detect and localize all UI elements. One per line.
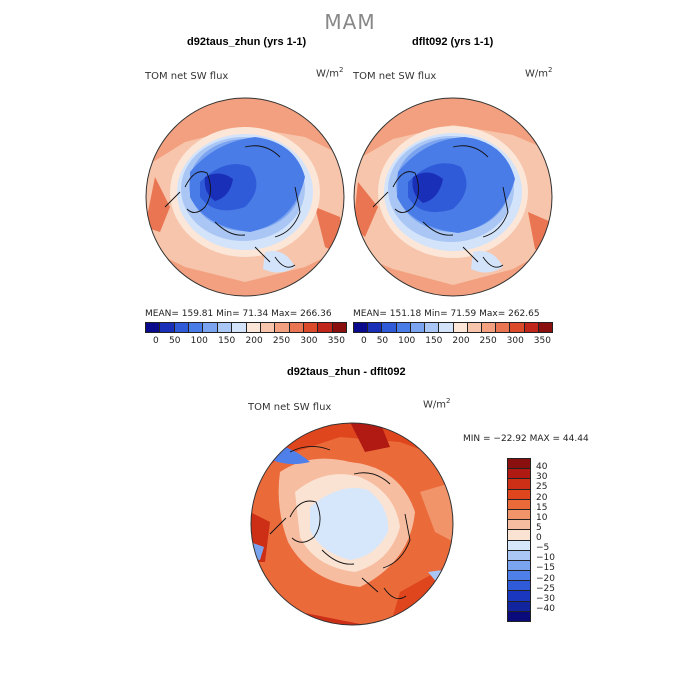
colorbar-swatch <box>410 323 426 332</box>
colorbar-swatch <box>232 323 247 332</box>
colorbar-tick-label: −30 <box>536 593 555 604</box>
colorbar-swatch <box>275 323 290 332</box>
colorbar-swatch <box>508 611 530 621</box>
colorbar-swatch <box>481 323 497 332</box>
colorbar-swatch <box>508 550 530 561</box>
colorbar-tick-label: 15 <box>536 502 548 513</box>
colorbar-swatch <box>332 323 347 332</box>
colorbar-swatch <box>508 489 530 500</box>
colorbar-swatch <box>510 323 525 332</box>
colorbar-tick-label: 20 <box>536 492 548 503</box>
panel1-colorbar-ticks: 0 50 100 150 200 250 300 350 <box>153 336 345 346</box>
colorbar-tick-label: 0 <box>536 533 542 543</box>
colorbar-tick-label: 150 <box>425 336 443 346</box>
colorbar-tick-label: −20 <box>536 573 555 584</box>
panel1-units: W/m2 <box>316 66 344 80</box>
panel1-polar-map <box>145 97 345 297</box>
panel2-title: dflt092 (yrs 1-1) <box>412 36 494 48</box>
colorbar-swatch <box>318 323 333 332</box>
colorbar-swatch <box>508 601 530 612</box>
colorbar-swatch <box>289 323 304 332</box>
panel2-stats: MEAN= 151.18 Min= 71.59 Max= 262.65 <box>353 309 540 319</box>
colorbar-tick-label: 100 <box>190 336 208 346</box>
colorbar-tick-label: 350 <box>533 336 551 346</box>
colorbar-swatch <box>368 323 383 332</box>
colorbar-tick-label: 300 <box>300 336 318 346</box>
colorbar-swatch <box>508 469 530 480</box>
colorbar-swatch <box>453 323 468 332</box>
colorbar-swatch <box>203 323 218 332</box>
colorbar-swatch <box>260 323 276 332</box>
colorbar-swatch <box>146 323 161 332</box>
diff-polar-map <box>250 422 454 626</box>
colorbar-tick-label: −25 <box>536 583 555 594</box>
diff-title: d92taus_zhun - dflt092 <box>287 366 406 378</box>
colorbar-tick-label: 0 <box>361 336 367 346</box>
colorbar-swatch <box>508 560 530 572</box>
colorbar-swatch <box>160 323 175 332</box>
colorbar-swatch <box>508 530 530 541</box>
diff-colorbar <box>507 458 531 622</box>
colorbar-swatch <box>303 323 319 332</box>
panel2-units: W/m2 <box>525 66 553 80</box>
colorbar-tick-label: 300 <box>506 336 524 346</box>
colorbar-swatch <box>467 323 482 332</box>
colorbar-swatch <box>508 581 530 592</box>
panel2-variable-label: TOM net SW flux <box>353 71 437 82</box>
diff-variable-label: TOM net SW flux <box>248 402 332 413</box>
colorbar-tick-label: 40 <box>536 462 548 473</box>
colorbar-tick-label: 250 <box>272 336 291 346</box>
colorbar-swatch <box>439 323 454 332</box>
colorbar-tick-label: 250 <box>479 336 497 346</box>
colorbar-tick-label: −10 <box>536 553 555 564</box>
colorbar-tick-label: −15 <box>536 563 555 574</box>
colorbar-tick-label: 0 <box>153 336 159 346</box>
colorbar-tick-label: 10 <box>536 512 548 523</box>
diff-units: W/m2 <box>423 397 451 411</box>
colorbar-tick-label: 100 <box>398 336 416 346</box>
colorbar-tick-label: 30 <box>536 472 548 483</box>
colorbar-swatch <box>425 323 440 332</box>
colorbar-swatch <box>189 323 204 332</box>
panel1-stats: MEAN= 159.81 Min= 71.34 Max= 266.36 <box>145 309 332 319</box>
diff-stats: MIN = −22.92 MAX = 44.44 <box>463 434 589 444</box>
panel1-colorbar <box>145 322 347 333</box>
colorbar-swatch <box>508 509 530 521</box>
colorbar-swatch <box>382 323 397 332</box>
colorbar-tick-label: 50 <box>376 336 389 346</box>
season-title: MAM <box>324 10 376 34</box>
panel2-colorbar <box>353 322 553 333</box>
colorbar-swatch <box>508 571 530 582</box>
colorbar-swatch <box>508 540 530 551</box>
colorbar-swatch <box>246 323 261 332</box>
colorbar-swatch <box>217 323 233 332</box>
colorbar-swatch <box>538 323 553 332</box>
panel1-variable-label: TOM net SW flux <box>145 71 229 82</box>
colorbar-tick-label: 350 <box>327 336 345 346</box>
colorbar-swatch <box>508 520 530 531</box>
colorbar-tick-label: 5 <box>536 522 542 533</box>
colorbar-swatch <box>524 323 539 332</box>
colorbar-swatch <box>508 591 530 602</box>
colorbar-tick-label: 25 <box>536 482 548 493</box>
colorbar-tick-label: 50 <box>168 336 181 346</box>
colorbar-tick-label: 150 <box>218 336 236 346</box>
colorbar-swatch <box>496 323 511 332</box>
colorbar-swatch <box>508 479 530 490</box>
panel2-colorbar-ticks: 0 50 100 150 200 250 300 350 <box>361 336 551 346</box>
panel1-title: d92taus_zhun (yrs 1-1) <box>187 36 307 48</box>
colorbar-tick-label: −5 <box>536 543 550 554</box>
colorbar-swatch <box>174 323 190 332</box>
colorbar-tick-label: −40 <box>536 603 555 614</box>
colorbar-swatch <box>396 323 411 332</box>
diff-colorbar-labels: 40 30 25 20 15 10 5 0 −5 −10 −15 −20 −25 −30 −40 <box>536 458 576 620</box>
colorbar-swatch <box>508 499 530 510</box>
colorbar-swatch <box>354 323 369 332</box>
colorbar-tick-label: 200 <box>245 336 263 346</box>
colorbar-tick-label: 200 <box>452 336 470 346</box>
panel2-polar-map <box>353 97 553 297</box>
colorbar-swatch <box>508 459 530 470</box>
